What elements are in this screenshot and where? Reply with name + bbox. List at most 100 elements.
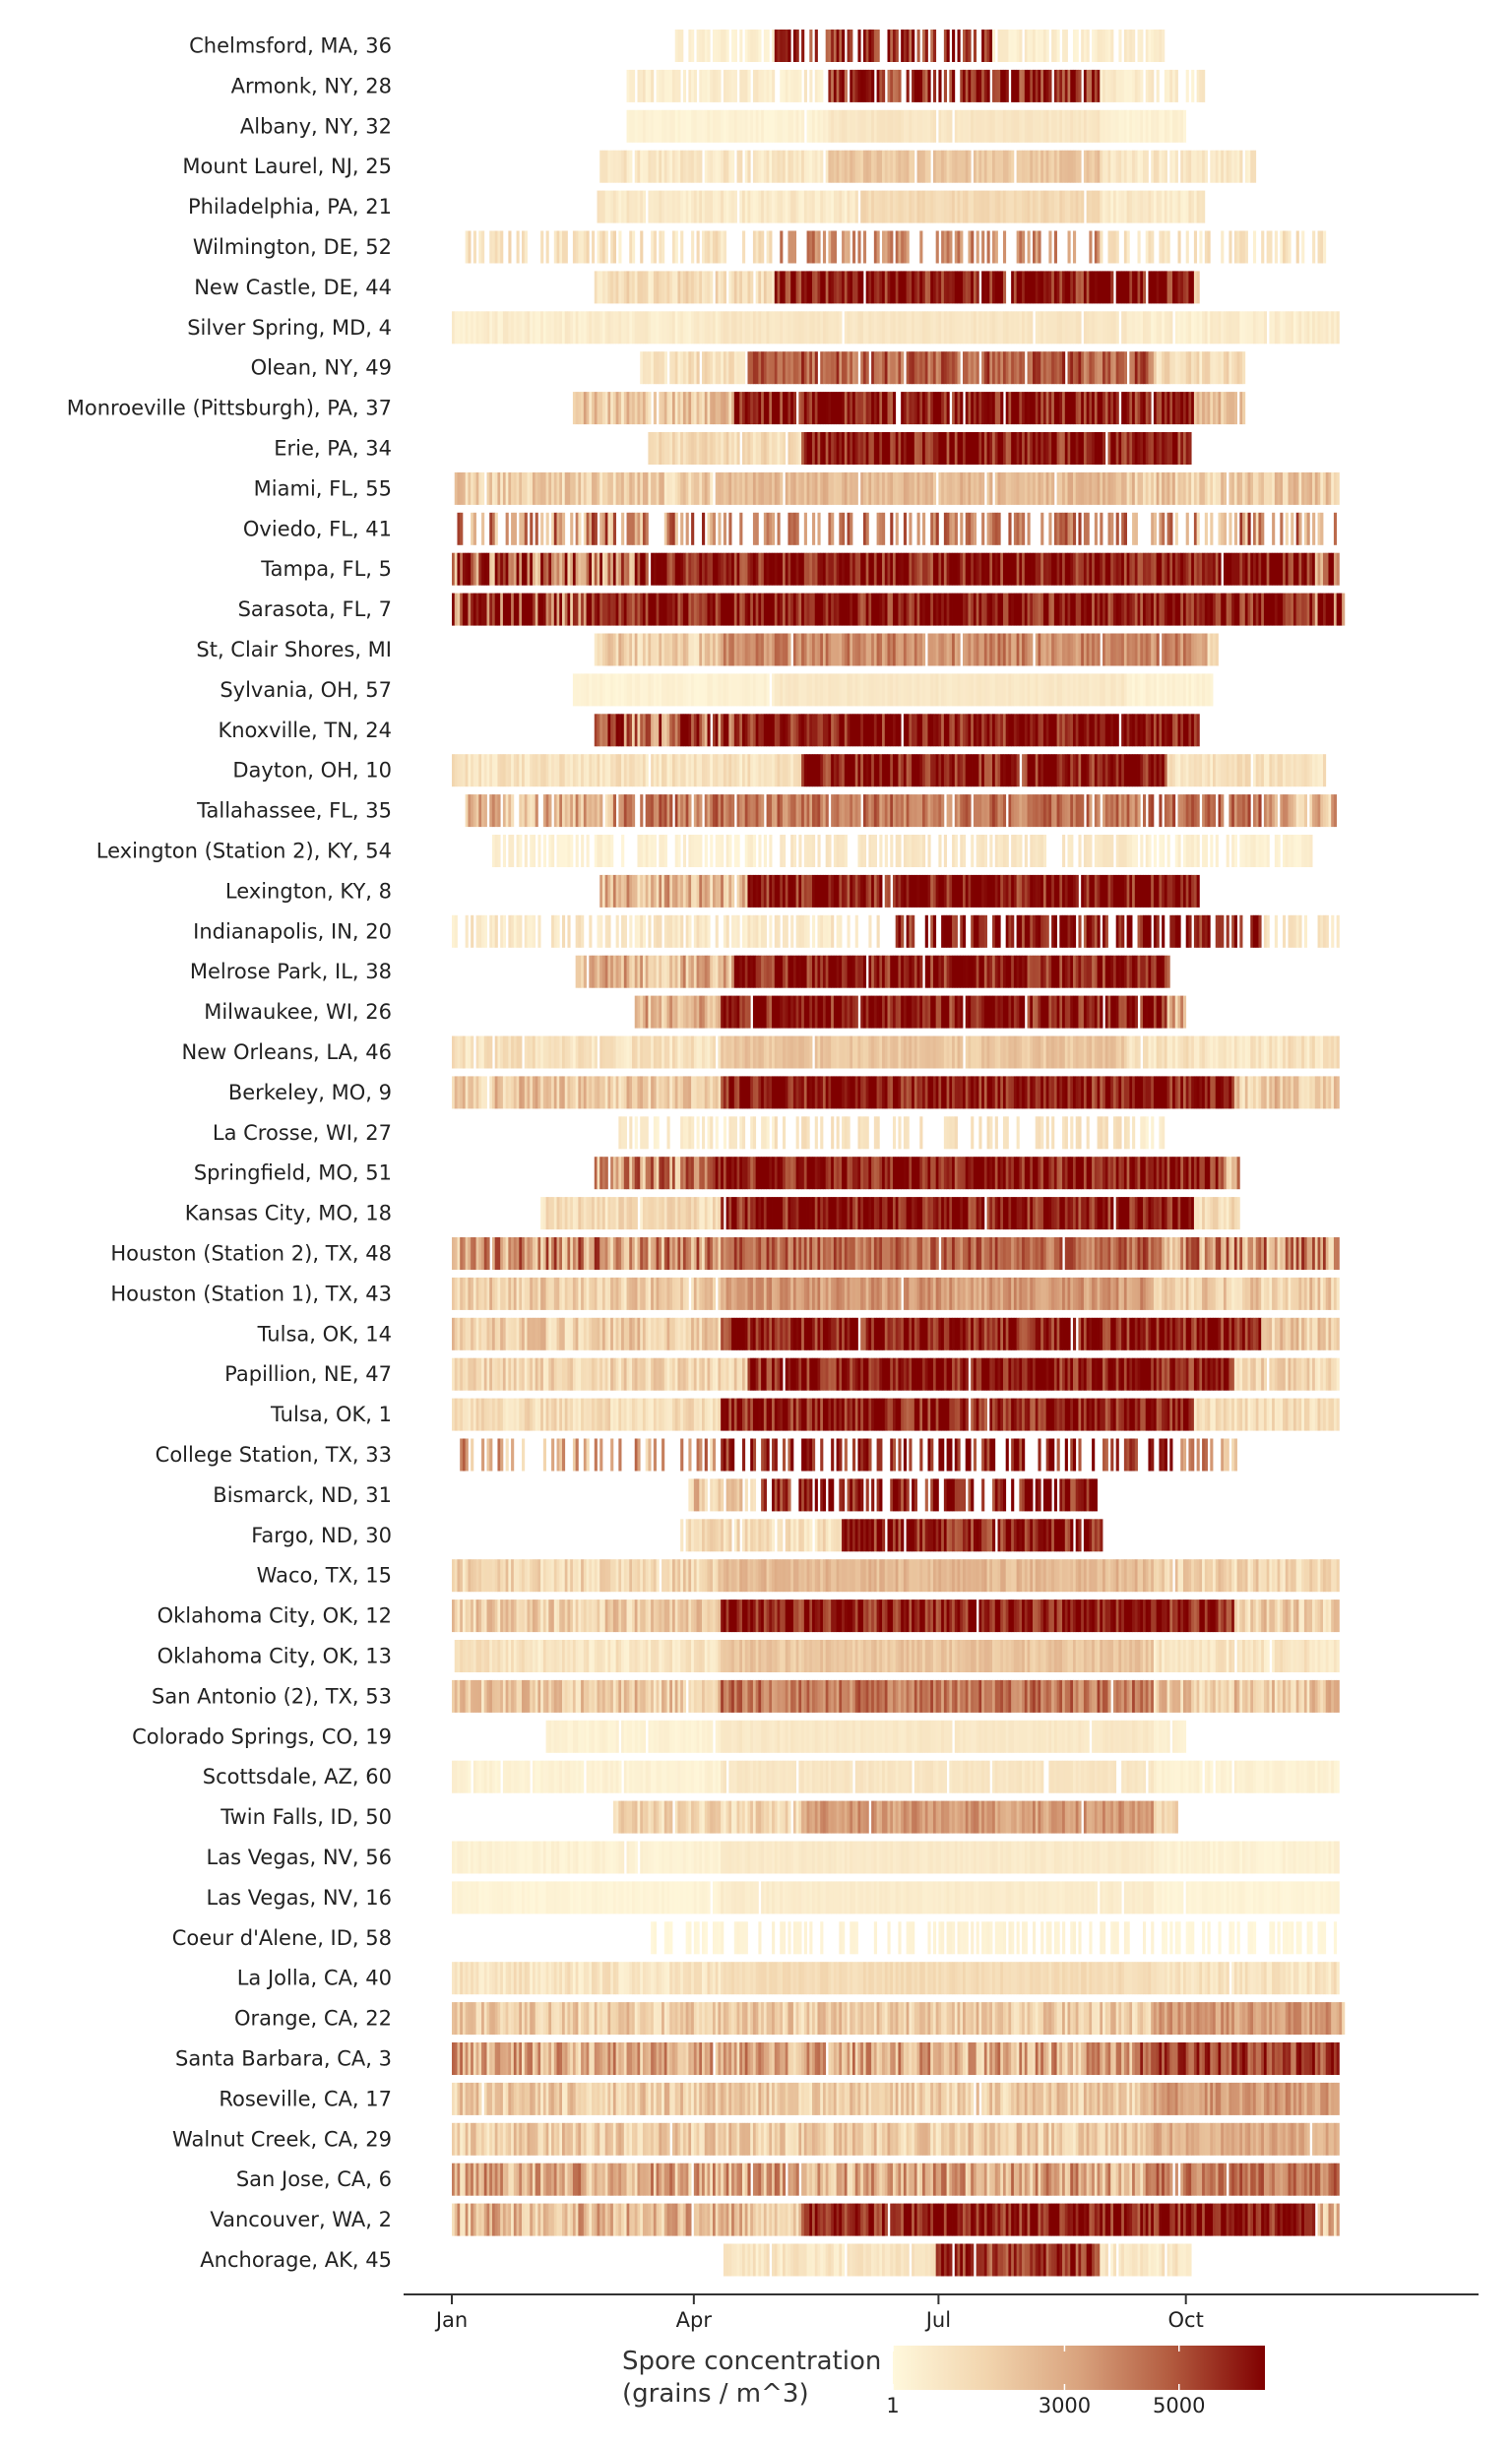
heatmap-cell xyxy=(820,351,824,385)
heatmap-cell xyxy=(1102,351,1106,385)
heatmap-cell xyxy=(992,392,996,425)
heatmap-cell xyxy=(895,512,899,545)
heatmap-cell xyxy=(882,271,886,304)
heatmap-cell xyxy=(962,69,967,102)
heatmap-cell xyxy=(1102,714,1106,747)
heatmap-cell xyxy=(634,633,638,666)
heatmap-cell xyxy=(1064,633,1068,666)
heatmap-cell xyxy=(822,432,827,465)
heatmap-cell xyxy=(1062,552,1066,586)
heatmap-cell xyxy=(1016,392,1020,425)
heatmap-cell xyxy=(1067,552,1071,586)
heatmap-cell xyxy=(755,351,759,385)
heatmap-cell xyxy=(674,392,678,425)
heatmap-cell xyxy=(1092,190,1096,223)
heatmap-cell xyxy=(983,754,987,787)
heatmap-cell xyxy=(682,633,687,666)
heatmap-cell xyxy=(1204,794,1208,828)
heatmap-cell xyxy=(780,150,784,183)
heatmap-cell xyxy=(820,150,824,183)
heatmap-rows xyxy=(452,30,1346,2277)
heatmap-cell xyxy=(946,714,950,747)
heatmap-cell xyxy=(1115,392,1119,425)
heatmap-cell xyxy=(1185,190,1189,223)
heatmap-cell xyxy=(1255,593,1259,626)
heatmap-cell xyxy=(752,471,757,505)
heatmap-cell xyxy=(508,835,512,867)
heatmap-cell xyxy=(957,311,961,345)
heatmap-cell xyxy=(548,835,552,867)
heatmap-cell xyxy=(1162,230,1166,264)
heatmap-cell xyxy=(618,633,622,666)
heatmap-cell xyxy=(1022,230,1026,264)
heatmap-cell xyxy=(715,351,719,385)
heatmap-cell xyxy=(578,471,582,505)
heatmap-cell xyxy=(1000,190,1004,223)
heatmap-cell xyxy=(637,714,641,747)
heatmap-cell xyxy=(1030,552,1034,586)
heatmap-cell xyxy=(857,794,861,828)
heatmap-cell xyxy=(702,392,706,425)
heatmap-cell xyxy=(556,512,560,545)
heatmap-cell xyxy=(1159,150,1163,183)
heatmap-cell xyxy=(1053,754,1057,787)
heatmap-cell xyxy=(597,673,600,707)
heatmap-cell xyxy=(750,271,754,304)
heatmap-cell xyxy=(884,432,888,465)
heatmap-cell xyxy=(1102,109,1106,143)
heatmap-cell xyxy=(1022,150,1026,183)
heatmap-cell xyxy=(1030,754,1034,787)
heatmap-cell xyxy=(481,471,485,505)
heatmap-cell xyxy=(750,190,754,223)
heatmap-cell xyxy=(1291,311,1294,345)
heatmap-cell xyxy=(994,673,998,707)
heatmap-cell xyxy=(817,109,821,143)
heatmap-cell xyxy=(860,150,864,183)
heatmap-cell xyxy=(1312,754,1316,787)
heatmap-cell xyxy=(1102,593,1106,626)
heatmap-cell xyxy=(960,230,964,264)
heatmap-cell xyxy=(653,271,657,304)
heatmap-cell xyxy=(674,150,678,183)
heatmap-cell xyxy=(677,432,681,465)
heatmap-cell xyxy=(847,714,850,747)
heatmap-cell xyxy=(851,552,856,586)
heatmap-cell xyxy=(486,311,490,345)
heatmap-cell xyxy=(1045,109,1049,143)
heatmap-cell xyxy=(1204,633,1208,666)
heatmap-cell xyxy=(1292,794,1297,828)
heatmap-cell xyxy=(761,150,765,183)
heatmap-cell xyxy=(792,109,797,143)
heatmap-cell xyxy=(1140,835,1144,867)
heatmap-cell xyxy=(731,351,735,385)
heatmap-cell xyxy=(968,190,972,223)
heatmap-cell xyxy=(1231,754,1235,787)
heatmap-cell xyxy=(491,471,496,505)
heatmap-cell xyxy=(854,754,858,787)
heatmap-cell xyxy=(1102,633,1106,666)
heatmap-cell xyxy=(1013,794,1018,828)
heatmap-cell xyxy=(1097,230,1101,264)
heatmap-cell xyxy=(1291,754,1294,787)
heatmap-cell xyxy=(1121,633,1125,666)
heatmap-cell xyxy=(1223,552,1228,586)
heatmap-cell xyxy=(1104,754,1108,787)
heatmap-cell xyxy=(659,271,662,304)
heatmap-cell xyxy=(739,150,743,183)
heatmap-cell xyxy=(833,471,837,505)
heatmap-cell xyxy=(836,593,840,626)
heatmap-cell xyxy=(842,69,846,102)
heatmap-cell xyxy=(860,69,864,102)
heatmap-cell xyxy=(1236,593,1240,626)
heatmap-cell xyxy=(1177,633,1181,666)
heatmap-cell xyxy=(601,271,606,304)
heatmap-cell xyxy=(924,432,928,465)
heatmap-cell xyxy=(556,552,560,586)
heatmap-cell xyxy=(822,593,827,626)
heatmap-cell xyxy=(1280,512,1284,545)
heatmap-cell xyxy=(471,754,474,787)
heatmap-cell xyxy=(922,311,926,345)
heatmap-cell xyxy=(721,471,724,505)
heatmap-cell xyxy=(1182,593,1187,626)
heatmap-cell xyxy=(1242,311,1246,345)
